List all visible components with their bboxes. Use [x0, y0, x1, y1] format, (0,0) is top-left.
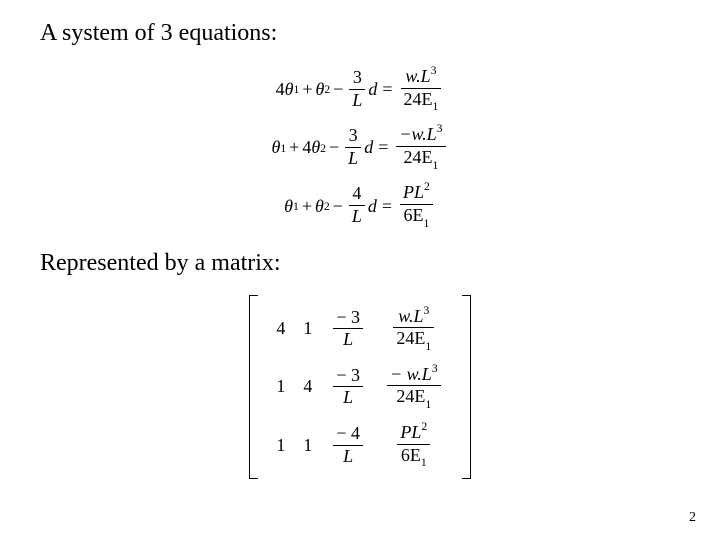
cell-13: − 3 L [330, 305, 366, 353]
plus-3: + [302, 197, 312, 215]
theta1: θ [285, 80, 294, 98]
frac-c-den: L [349, 90, 365, 112]
frac-c-num: 3 [345, 125, 361, 148]
frac-rhs: PL2 6E1 [400, 181, 433, 229]
sub1: 1 [293, 84, 299, 96]
plus-1: + [302, 80, 312, 98]
matrix-body: 4 1 − 3 L w.L3 24E1 [258, 295, 461, 480]
frac-c-den: L [345, 148, 361, 170]
matrix-row-2: 1 4 − 3 L − w.L3 24E1 [276, 363, 443, 411]
sub1: 1 [280, 143, 286, 155]
cell-32: 1 [303, 421, 312, 469]
page-number: 2 [689, 510, 696, 526]
sub2: 2 [320, 143, 326, 155]
frac-c-den: L [349, 206, 365, 228]
frac-rhs: w.L3 24E1 [401, 65, 442, 113]
heading-matrix: Represented by a matrix: [40, 250, 680, 277]
cell-21: 1 [276, 363, 285, 411]
var-d: d [364, 138, 373, 156]
equation-3: θ1 + θ2 − 4 L d = PL2 6E1 [40, 181, 680, 229]
cell-12: 1 [303, 305, 312, 353]
frac-c-num: 3 [349, 67, 365, 90]
cell-14: w.L3 24E1 [384, 305, 444, 353]
sub2: 2 [324, 201, 330, 213]
rhs-den: 6E1 [400, 205, 433, 230]
slide: A system of 3 equations: 4θ1 + θ2 − 3 L … [0, 0, 720, 540]
theta2: θ [315, 80, 324, 98]
coef-t2: 4 [302, 138, 311, 156]
equations-block: 4θ1 + θ2 − 3 L d = w.L3 24E1 θ1 + 4θ2 − … [40, 65, 680, 230]
equals-2: = [378, 138, 388, 156]
matrix-row-3: 1 1 − 4 L PL2 6E1 [276, 421, 443, 469]
cell-34: PL2 6E1 [384, 421, 444, 469]
rhs-num: w.L3 [401, 65, 442, 89]
sign-c: − [333, 80, 343, 98]
frac-c: 3 L [345, 125, 361, 169]
coef-t1: 4 [276, 80, 285, 98]
theta2: θ [311, 138, 320, 156]
rhs-num: PL2 [400, 181, 433, 205]
bracket-right-icon [462, 295, 471, 480]
sign-c: − [333, 197, 343, 215]
cell-11: 4 [276, 305, 285, 353]
var-d: d [368, 80, 377, 98]
plus-2: + [289, 138, 299, 156]
sign-c: − [329, 138, 339, 156]
rhs-num: −w.L3 [396, 123, 445, 147]
cell-23: − 3 L [330, 363, 366, 411]
equation-1: 4θ1 + θ2 − 3 L d = w.L3 24E1 [40, 65, 680, 113]
equals-1: = [382, 80, 392, 98]
theta1: θ [284, 197, 293, 215]
sub2: 2 [324, 84, 330, 96]
cell-24: − w.L3 24E1 [384, 363, 444, 411]
matrix-row-1: 4 1 − 3 L w.L3 24E1 [276, 305, 443, 353]
frac-c: 3 L [349, 67, 365, 111]
heading-equations: A system of 3 equations: [40, 20, 680, 47]
bracket-left-icon [249, 295, 258, 480]
equation-2: θ1 + 4θ2 − 3 L d = −w.L3 24E1 [40, 123, 680, 171]
cell-31: 1 [276, 421, 285, 469]
matrix-block: 4 1 − 3 L w.L3 24E1 [40, 295, 680, 480]
matrix: 4 1 − 3 L w.L3 24E1 [249, 295, 470, 480]
frac-rhs: −w.L3 24E1 [396, 123, 445, 171]
cell-22: 4 [303, 363, 312, 411]
theta1: θ [271, 138, 280, 156]
frac-c: 4 L [349, 183, 365, 227]
var-d: d [368, 197, 377, 215]
rhs-den: 24E1 [401, 89, 442, 114]
equals-3: = [382, 197, 392, 215]
theta2: θ [315, 197, 324, 215]
cell-33: − 4 L [330, 421, 366, 469]
rhs-den: 24E1 [396, 147, 445, 172]
frac-c-num: 4 [349, 183, 365, 206]
sub1: 1 [293, 201, 299, 213]
